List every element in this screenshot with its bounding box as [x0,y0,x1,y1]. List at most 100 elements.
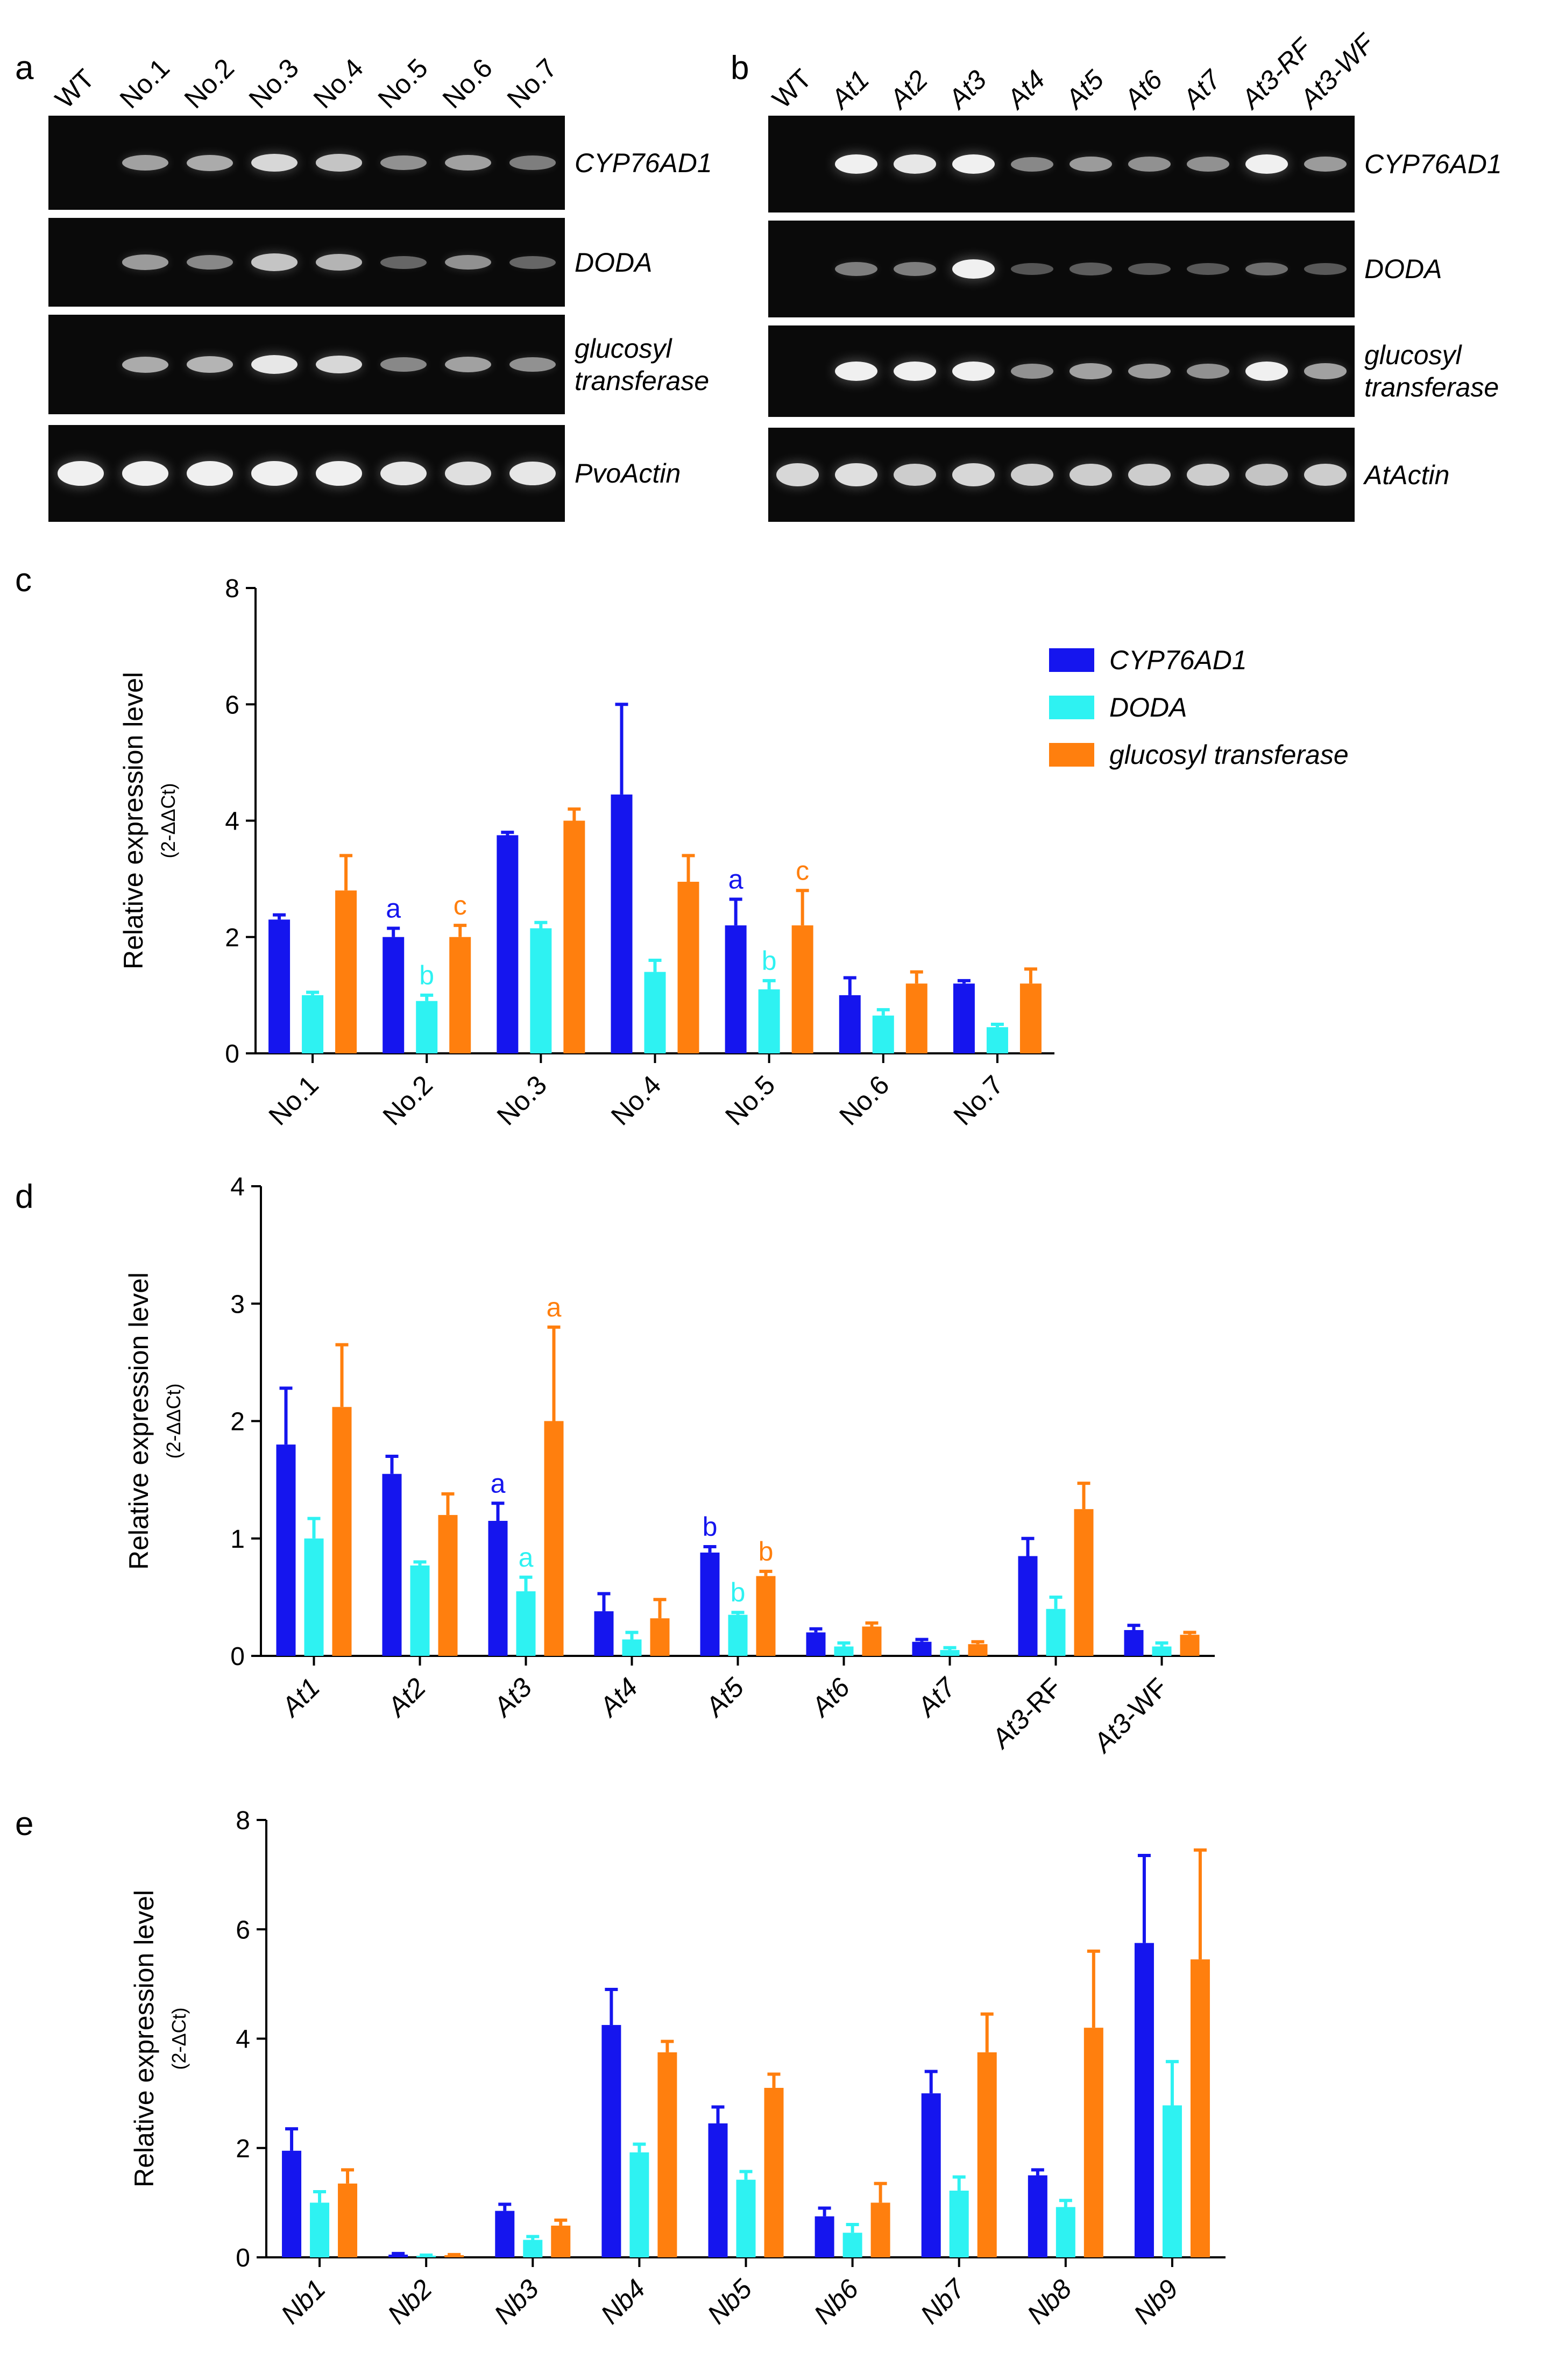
x-tick-label: Nb8 [1021,2273,1078,2330]
gel-band [509,461,556,486]
y-tick-label: 2 [225,924,239,952]
gel-band [315,254,363,271]
x-tick-label: Nb7 [915,2273,972,2330]
gel-band [1011,463,1053,486]
gel-band [1245,464,1288,486]
gel-band [1304,156,1347,172]
bar [725,925,747,1053]
gel-band [444,254,492,270]
gel-band [251,253,298,271]
gene-label: DODA [1364,254,1442,284]
gel-band [444,462,492,485]
gel-band [122,154,169,171]
bar [1019,983,1042,1053]
bar [912,1641,932,1656]
gel-band [894,463,936,486]
gel-band [315,154,363,172]
gel-band [380,256,427,269]
bar [862,1626,882,1656]
gel-band [1304,363,1347,379]
gel-image [48,315,565,414]
bar [497,835,519,1053]
gel-band [1304,463,1347,486]
x-tick-label: At2 [380,1672,431,1723]
gel-band [835,362,877,381]
gel-band [835,154,877,174]
gel-band [1070,463,1112,486]
x-tick-label: Nb3 [488,2273,545,2330]
legend-swatch [1049,648,1094,672]
bar [677,882,699,1053]
gel-image [768,428,1355,522]
bar [622,1639,642,1656]
x-tick-label: No.4 [605,1069,667,1131]
gel-band [1070,156,1112,172]
bar [310,2202,330,2257]
bar [551,2226,571,2257]
gel-band [186,154,233,171]
x-tick-label: No.3 [491,1069,553,1131]
gel-band [1187,263,1229,275]
gel-band [122,356,169,373]
bar [1180,1634,1200,1656]
y-axis-sublabel: (2-ΔΔCt) [162,1383,185,1458]
legend-label: glucosyl transferase [1109,740,1349,770]
bar [338,2183,358,2257]
gel-image [768,116,1355,212]
y-tick-label: 0 [225,1040,239,1068]
x-tick-label: No.5 [719,1069,781,1131]
gel-band [1187,157,1229,172]
x-tick-label: No.6 [833,1069,895,1131]
gel-band [1070,363,1112,379]
bar [1056,2207,1075,2257]
significance-letter: a [386,894,401,924]
significance-letter: a [547,1292,562,1322]
bar [383,937,405,1053]
gel-band [1187,364,1229,379]
gel-band [251,461,298,486]
bar [530,928,552,1053]
bar [444,2255,464,2257]
x-tick-label: At3 [486,1672,537,1723]
bar [839,995,861,1053]
gel-band [509,357,556,372]
significance-letter: b [762,946,777,976]
gel-band [776,463,819,486]
bar [332,1407,352,1656]
x-tick-label: Nb4 [595,2273,651,2329]
gel-band [1128,157,1171,172]
bar [1028,2175,1047,2257]
bar [842,2233,862,2257]
gel-band [894,362,936,381]
x-tick-label: Nb9 [1128,2273,1184,2329]
gel-image [48,116,565,210]
gel-band [894,261,936,277]
panel-label-e: e [15,1805,34,1843]
legend-swatch [1049,696,1094,719]
y-tick-label: 1 [230,1525,245,1554]
gel-band [122,461,169,486]
significance-letter: a [491,1468,506,1498]
y-axis-label: Relative expression level [124,1272,154,1570]
gel-image [768,221,1355,317]
x-tick-label: At3-WF [1087,1672,1174,1759]
bar [1162,2105,1182,2257]
gel-band [186,356,233,373]
bar [282,2150,302,2257]
gel-band [835,463,877,487]
panel-label-c: c [15,562,32,599]
bar [708,2123,728,2257]
x-tick-label: At3-RF [985,1672,1068,1755]
bar [611,794,633,1053]
gel-band [380,357,427,372]
legend-label: CYP76AD1 [1109,645,1247,675]
bar [1018,1556,1038,1656]
y-tick-label: 8 [225,575,239,603]
gel-image [48,425,565,522]
bar [728,1614,748,1656]
gene-label: DODA [575,247,653,278]
gene-label: AtActin [1364,459,1450,490]
significance-letter: c [454,890,467,920]
bar [438,1515,458,1656]
